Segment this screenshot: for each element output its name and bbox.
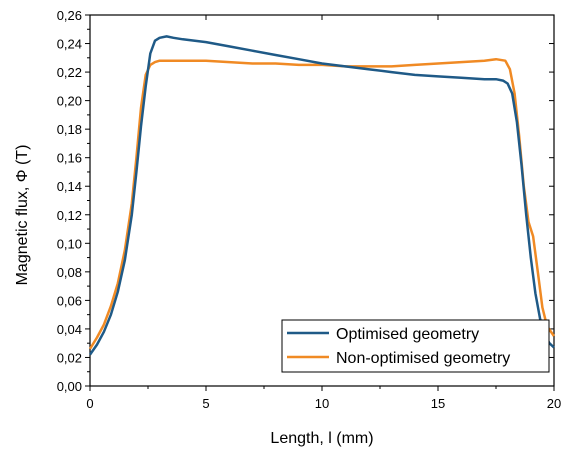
y-tick-label: 0,16	[57, 151, 82, 166]
y-tick-label: 0,12	[57, 208, 82, 223]
y-axis-label: Magnetic flux, Φ (T)	[14, 145, 31, 286]
y-tick-label: 0,02	[57, 350, 82, 365]
legend-box	[281, 319, 550, 373]
x-tick-label: 15	[431, 396, 445, 411]
y-tick-label: 0,24	[57, 37, 82, 52]
x-axis: 0 5 10 15 20	[86, 15, 561, 411]
x-tick-label: 0	[86, 396, 93, 411]
legend-label-non-optimised: Non-optimised geometry	[336, 350, 510, 367]
y-tick-label: 0,00	[57, 379, 82, 394]
legend-label-optimised: Optimised geometry	[336, 326, 479, 343]
x-tick-label: 5	[202, 396, 209, 411]
y-tick-label: 0,18	[57, 122, 82, 137]
y-tick-label: 0,08	[57, 265, 82, 280]
series-line-non-optimised	[88, 57, 556, 350]
series-layer	[88, 35, 556, 356]
y-tick-label: 0,14	[57, 179, 82, 194]
x-axis-label: Length, l (mm)	[270, 430, 373, 447]
y-tick-label: 0,20	[57, 94, 82, 109]
series-line-optimised	[88, 35, 555, 356]
y-axis: 0,00 0,02 0,04 0,06 0,08 0,10 0,12 0,14 0,16 0,18…	[57, 8, 554, 394]
y-tick-label: 0,22	[57, 65, 82, 80]
y-tick-label: 0,04	[57, 322, 82, 337]
y-tick-label: 0,26	[57, 8, 82, 23]
y-tick-label: 0,10	[57, 236, 82, 251]
x-tick-label: 10	[315, 396, 329, 411]
y-tick-label: 0,06	[57, 293, 82, 308]
x-tick-label: 20	[547, 396, 561, 411]
legend: Optimised geometry Non-optimised geometr…	[281, 319, 550, 373]
